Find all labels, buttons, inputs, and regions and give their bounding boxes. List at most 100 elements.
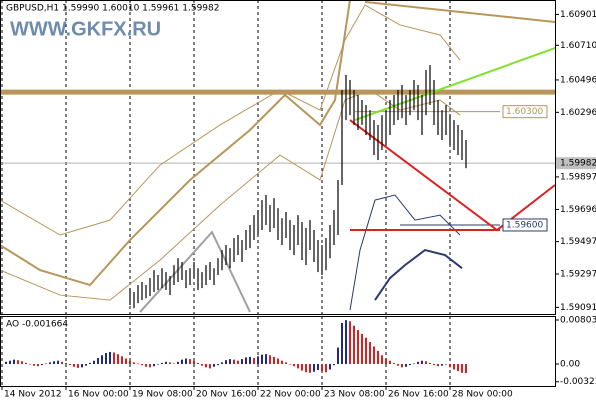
ao-bar bbox=[285, 362, 287, 365]
ao-bar bbox=[405, 364, 407, 367]
ao-bar bbox=[401, 364, 403, 368]
indicator-line bbox=[349, 194, 461, 311]
ao-bar bbox=[249, 356, 251, 365]
indicator-line bbox=[0, 4, 461, 236]
ao-bar bbox=[413, 363, 415, 365]
ao-bar bbox=[161, 362, 163, 365]
ao-bar bbox=[265, 354, 267, 365]
y-tick-label: 0.00803 bbox=[560, 316, 596, 326]
ao-frame bbox=[0, 316, 556, 387]
ao-bar bbox=[297, 364, 299, 369]
x-tick-label: 19 Nov 08:00 bbox=[132, 390, 193, 400]
ao-bar bbox=[49, 362, 51, 365]
indicator-line bbox=[0, 89, 461, 301]
ao-bar bbox=[305, 364, 307, 373]
ao-bar bbox=[429, 362, 431, 365]
ao-bar bbox=[465, 364, 467, 374]
indicator-line bbox=[374, 248, 463, 301]
ao-bar bbox=[397, 364, 399, 366]
level-label-box bbox=[502, 218, 548, 232]
ao-bar bbox=[289, 364, 291, 365]
drawn-line bbox=[139, 230, 251, 313]
ao-bar bbox=[109, 351, 111, 365]
x-tick-label: 28 Nov 00:00 bbox=[452, 390, 513, 400]
drawn-line bbox=[364, 0, 555, 24]
current-price-box bbox=[556, 157, 596, 170]
ao-bar bbox=[301, 364, 303, 371]
ao-bar bbox=[261, 354, 263, 365]
ao-bar bbox=[33, 364, 35, 366]
ao-bar bbox=[237, 360, 239, 365]
current-price-label: 1.59982 bbox=[560, 159, 596, 169]
ao-bar bbox=[121, 356, 123, 365]
ao-bar bbox=[321, 364, 323, 372]
ao-bar bbox=[165, 361, 167, 365]
x-tick-label: 20 Nov 16:00 bbox=[196, 390, 257, 400]
ao-bar bbox=[93, 360, 95, 365]
ao-bar bbox=[445, 364, 447, 365]
ao-bar bbox=[137, 363, 139, 365]
ao-bar bbox=[269, 355, 271, 365]
ao-bar bbox=[433, 364, 435, 366]
ao-bar bbox=[377, 350, 379, 365]
ao-bar bbox=[177, 361, 179, 365]
ao-bar bbox=[441, 364, 443, 366]
y-tick-label: 0.00 bbox=[560, 360, 580, 370]
ao-bar bbox=[97, 357, 99, 365]
ao-bar bbox=[5, 361, 7, 365]
ao-bar bbox=[381, 355, 383, 365]
ao-bar bbox=[41, 364, 43, 366]
ao-bar bbox=[253, 357, 255, 365]
ao-bar bbox=[101, 355, 103, 365]
y-tick-label: 1.60496 bbox=[560, 75, 596, 85]
ao-bar bbox=[29, 364, 31, 365]
ao-bar bbox=[453, 364, 455, 370]
ao-bar bbox=[353, 325, 355, 365]
ao-bar bbox=[409, 364, 411, 366]
ao-bar bbox=[257, 356, 259, 365]
ao-bar bbox=[221, 362, 223, 365]
y-tick-label: 1.60901 bbox=[560, 10, 596, 20]
ao-bar bbox=[373, 346, 375, 365]
ao-bar bbox=[229, 359, 231, 365]
ao-bar bbox=[69, 364, 71, 366]
ao-bar bbox=[393, 362, 395, 365]
ao-bar bbox=[157, 364, 159, 365]
ao-bar bbox=[193, 360, 195, 365]
ao-bar bbox=[153, 364, 155, 367]
ao-bar bbox=[345, 320, 347, 365]
ao-bar bbox=[313, 364, 315, 372]
drawn-line bbox=[349, 119, 555, 232]
ao-bar bbox=[233, 359, 235, 365]
ao-bar bbox=[113, 352, 115, 365]
level-label: 1.60300 bbox=[506, 107, 543, 117]
ao-bar bbox=[149, 364, 151, 368]
price-frame bbox=[0, 0, 556, 315]
ao-bar bbox=[53, 361, 55, 365]
ao-bar bbox=[185, 358, 187, 365]
ao-bar bbox=[21, 361, 23, 365]
level-label-box bbox=[502, 105, 548, 119]
x-tick-label: 14 Nov 2012 bbox=[4, 390, 62, 400]
ao-bar bbox=[125, 358, 127, 365]
ao-bar bbox=[85, 364, 87, 366]
ao-bar bbox=[129, 360, 131, 365]
chart-title: GBPUSD,H1 1.59990 1.60010 1.59961 1.5998… bbox=[6, 4, 219, 14]
x-tick-label: 23 Nov 08:00 bbox=[324, 390, 385, 400]
ao-bar bbox=[389, 360, 391, 365]
ao-bar bbox=[189, 359, 191, 365]
ao-bar bbox=[333, 364, 335, 366]
ao-bar bbox=[225, 360, 227, 365]
ao-bar bbox=[245, 357, 247, 365]
indicator-line bbox=[0, 0, 351, 287]
ao-bar bbox=[141, 364, 143, 366]
ao-bar bbox=[73, 364, 75, 367]
ao-bar bbox=[77, 364, 79, 368]
price-panel bbox=[0, 0, 555, 314]
ao-bar bbox=[325, 364, 327, 373]
ao-bar bbox=[17, 360, 19, 365]
ao-bar bbox=[241, 359, 243, 365]
y-tick-label: -0.00323 bbox=[560, 377, 596, 387]
